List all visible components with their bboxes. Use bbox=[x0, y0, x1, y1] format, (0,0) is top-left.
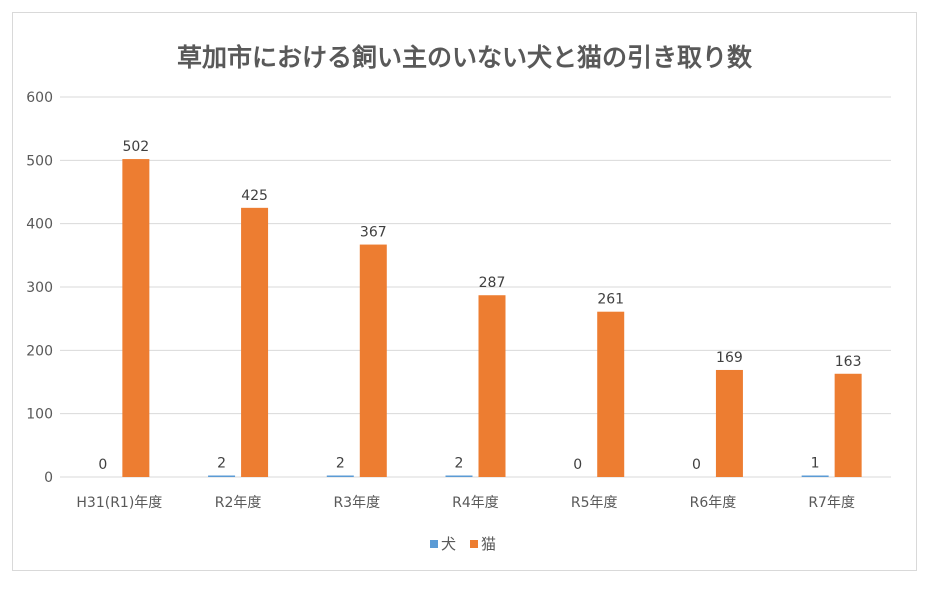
bar-cat bbox=[359, 244, 387, 477]
data-label: 1 bbox=[811, 456, 820, 472]
bar-dog bbox=[801, 475, 829, 477]
x-axis-ticks: H31(R1)年度 R2年度 R3年度 R4年度 R5年度 R6年度 R7年度 bbox=[76, 495, 855, 511]
data-label: 2 bbox=[455, 456, 464, 472]
y-tick-label: 500 bbox=[26, 153, 53, 169]
bar-dog bbox=[445, 475, 473, 477]
data-label: 2 bbox=[336, 456, 345, 472]
bar-dog bbox=[326, 475, 354, 477]
x-tick-label: H31(R1)年度 bbox=[76, 495, 162, 511]
data-label: 261 bbox=[597, 292, 624, 308]
bar-cat bbox=[597, 311, 625, 477]
chart-plot: 0 100 200 300 400 500 600 0 502 2 425 2 367 2 287 0 261… bbox=[26, 90, 891, 553]
data-label: 367 bbox=[360, 225, 387, 241]
bar-cat bbox=[715, 369, 743, 477]
y-tick-label: 200 bbox=[26, 343, 53, 359]
grid-layer bbox=[60, 96, 891, 478]
bar-cat bbox=[478, 295, 506, 477]
y-tick-label: 0 bbox=[44, 470, 53, 486]
x-tick-label: R4年度 bbox=[452, 495, 499, 511]
data-label: 0 bbox=[98, 457, 107, 473]
legend-swatch-dog bbox=[430, 540, 438, 548]
y-axis-ticks: 0 100 200 300 400 500 600 bbox=[26, 90, 53, 486]
chart-frame: 草加市における飼い主のいない犬と猫の引き取り数 0 100 200 300 400 500… bbox=[12, 12, 917, 571]
x-tick-label: R5年度 bbox=[571, 495, 618, 511]
x-tick-label: R6年度 bbox=[690, 495, 737, 511]
y-tick-label: 100 bbox=[26, 407, 53, 423]
legend-swatch-cat bbox=[470, 540, 478, 548]
data-label: 163 bbox=[835, 354, 862, 370]
x-tick-label: R3年度 bbox=[333, 495, 380, 511]
data-label: 425 bbox=[241, 188, 268, 204]
legend: 犬猫 bbox=[430, 535, 496, 553]
data-label: 0 bbox=[573, 457, 582, 473]
bar-cat bbox=[122, 159, 150, 478]
y-tick-label: 400 bbox=[26, 217, 53, 233]
legend-label: 犬 bbox=[441, 535, 456, 553]
bar-layer bbox=[122, 159, 862, 478]
x-tick-label: R2年度 bbox=[215, 495, 262, 511]
data-label: 2 bbox=[217, 456, 226, 472]
data-label: 502 bbox=[122, 139, 149, 155]
x-tick-label: R7年度 bbox=[808, 495, 855, 511]
data-label: 169 bbox=[716, 350, 743, 366]
bar-cat bbox=[241, 207, 269, 478]
data-label: 287 bbox=[479, 275, 506, 291]
legend-label: 猫 bbox=[481, 535, 496, 553]
data-label-layer: 0 502 2 425 2 367 2 287 0 261 0 169 1 163 bbox=[98, 139, 861, 473]
data-label: 0 bbox=[692, 457, 701, 473]
y-tick-label: 300 bbox=[26, 280, 53, 296]
bar-cat bbox=[834, 373, 862, 477]
bar-dog bbox=[208, 475, 236, 477]
chart-title: 草加市における飼い主のいない犬と猫の引き取り数 bbox=[176, 43, 752, 72]
y-tick-label: 600 bbox=[26, 90, 53, 106]
